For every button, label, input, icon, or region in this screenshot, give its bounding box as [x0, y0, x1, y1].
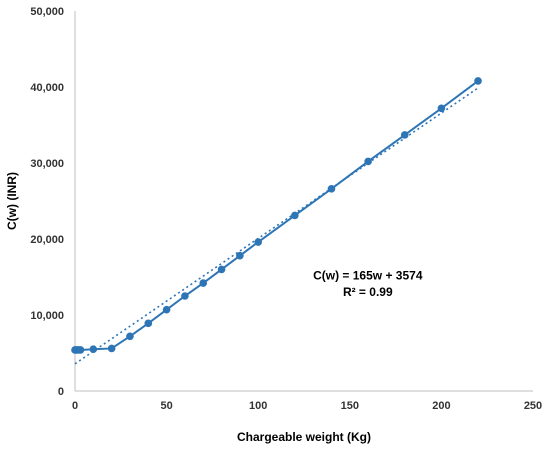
y-tick-label: 30,000: [30, 158, 64, 170]
data-point: [162, 305, 171, 314]
data-point: [144, 319, 153, 328]
data-point: [199, 279, 208, 287]
x-tick-label: 100: [249, 400, 267, 412]
x-axis-title: Chargeable weight (Kg): [237, 430, 371, 444]
x-tick-label: 50: [160, 400, 172, 412]
x-tick-label: 150: [341, 400, 359, 412]
data-points: [71, 77, 482, 354]
data-point: [89, 345, 98, 354]
data-point: [217, 265, 226, 274]
data-point: [327, 185, 336, 193]
y-tick-label: 10,000: [30, 310, 64, 322]
trendline-annotation: R² = 0.99: [343, 285, 393, 299]
series-line: [75, 80, 479, 351]
trendline-annotation: C(w) = 165w + 3574: [313, 268, 423, 282]
x-tick-label: 0: [72, 400, 78, 412]
data-point: [126, 332, 134, 341]
trendline: [74, 87, 479, 365]
data-point: [254, 238, 262, 246]
x-tick-labels: 0 50 100 150 200 250: [72, 400, 542, 412]
y-tick-label: 20,000: [30, 234, 64, 246]
data-point: [236, 251, 244, 260]
y-tick-labels: 0 10,000 20,000 30,000 40,000 50,000: [30, 6, 64, 398]
annotations: C(w) = 165w + 3574 R² = 0.99: [313, 268, 423, 299]
data-point: [291, 211, 299, 220]
data-point: [400, 131, 409, 139]
data-point: [474, 77, 482, 85]
data-point: [76, 346, 85, 354]
y-tick-label: 40,000: [30, 82, 64, 94]
data-point: [437, 104, 446, 113]
data-point: [364, 157, 372, 166]
data-point: [107, 344, 116, 353]
data-point: [181, 292, 189, 300]
x-tick-label: 200: [432, 400, 450, 412]
x-tick-label: 250: [524, 400, 542, 412]
y-axis-title: C(w) (INR): [5, 172, 19, 230]
y-tick-label: 50,000: [30, 6, 64, 18]
y-tick-label: 0: [58, 386, 64, 398]
